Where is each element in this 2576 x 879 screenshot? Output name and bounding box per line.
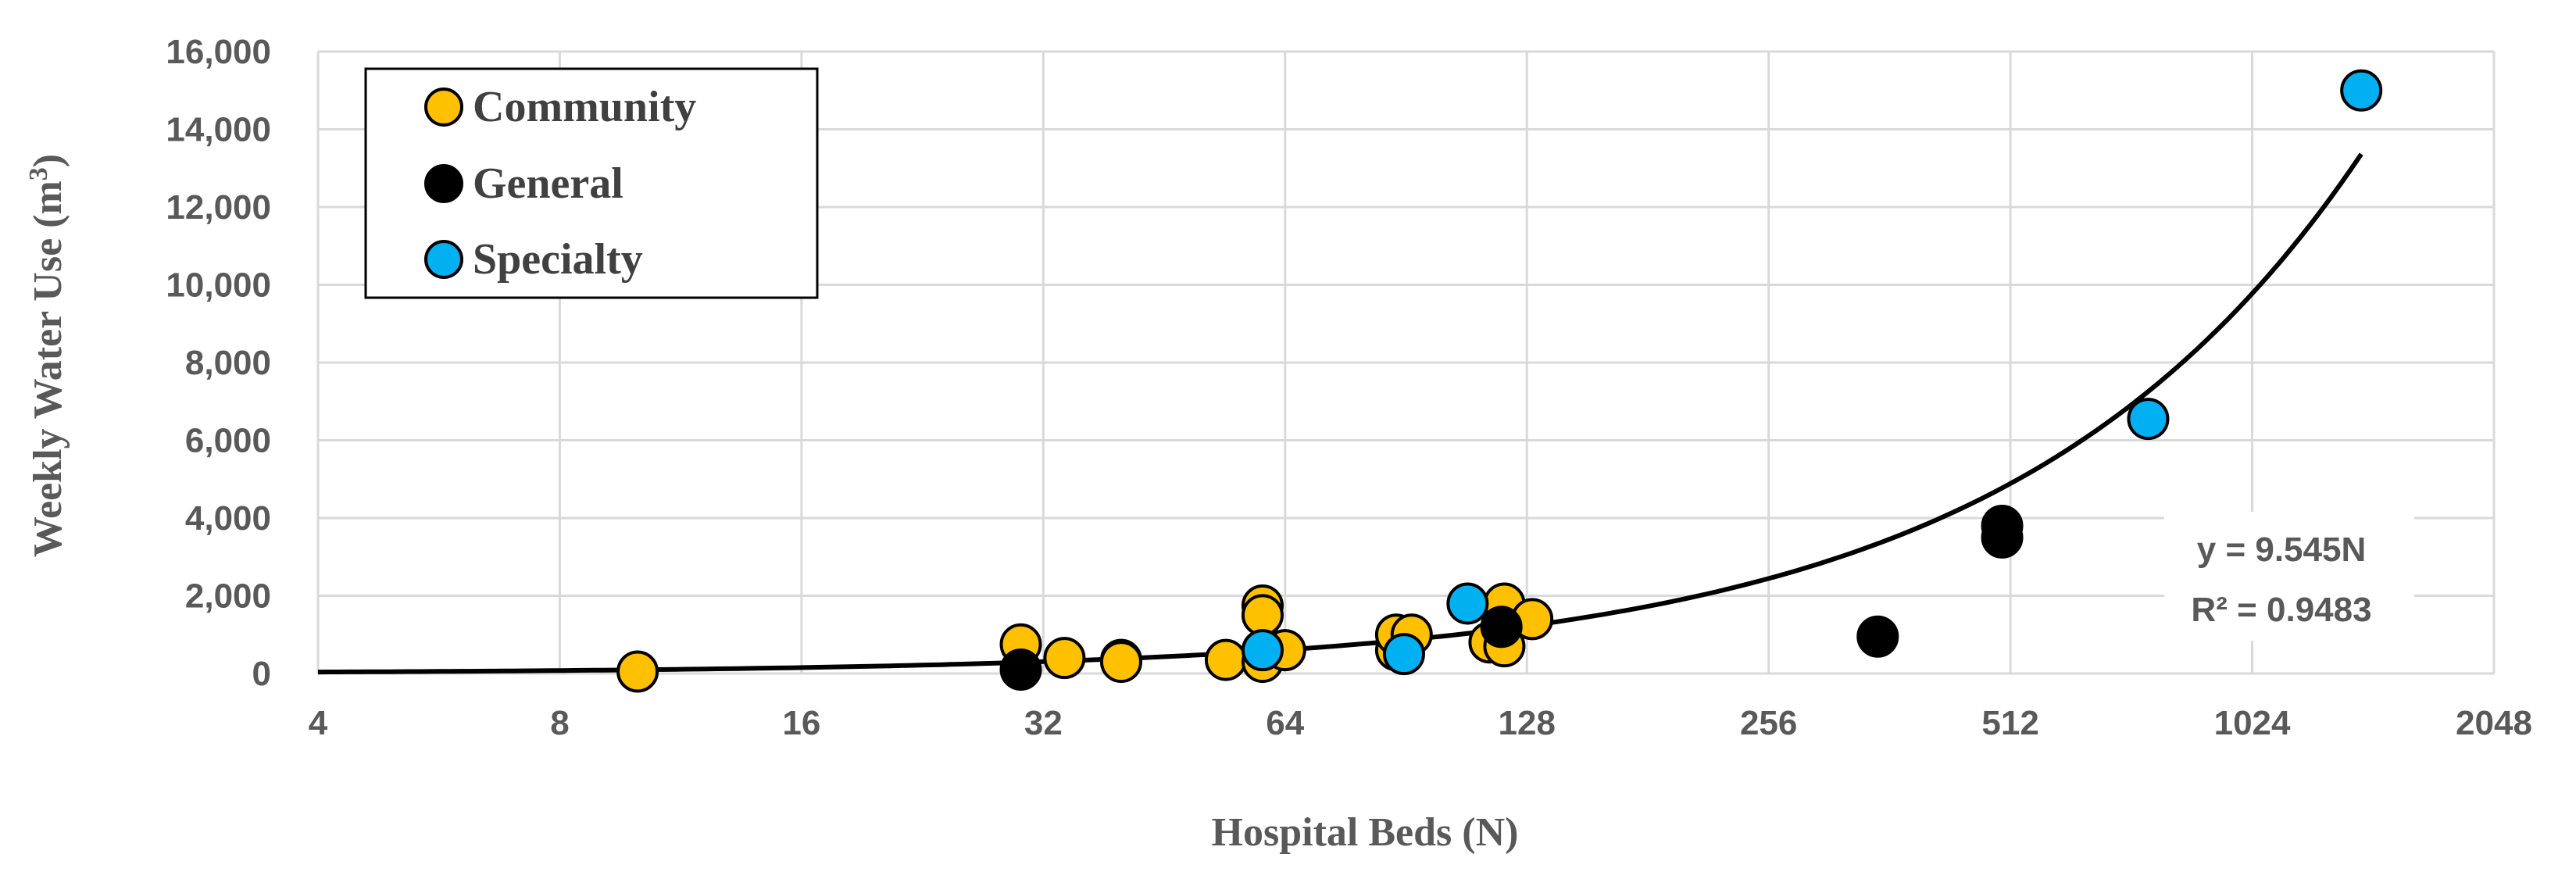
data-point-specialty [1446,582,1489,625]
x-tick-label: 16 [782,704,820,742]
y-tick-label: 2,000 [185,577,271,616]
data-point-general [1981,504,2024,547]
y-tick-label: 12,000 [166,188,271,227]
trendline-r-squared: R² = 0.9483 [2191,591,2371,629]
y-axis-title: Weekly Water Use (m3) [24,154,71,557]
data-point-community [616,650,659,693]
x-tick-label: 256 [1740,704,1797,742]
y-tick-label: 4,000 [185,499,271,538]
x-tick-label: 8 [550,704,569,742]
trendline-equation: y = 9.545N [2197,531,2367,569]
y-tick-label: 14,000 [166,111,271,149]
data-point-specialty [2127,398,2170,441]
trendline-annotation-background [2164,512,2414,641]
y-tick-label: 6,000 [185,422,271,460]
x-tick-label: 2048 [2456,704,2532,742]
data-point-general [1480,606,1523,649]
data-point-community [1043,637,1086,680]
data-point-specialty [1241,629,1284,672]
legend-label-specialty: Specialty [473,235,643,284]
x-tick-label: 64 [1266,704,1304,742]
data-point-community [1099,641,1142,684]
legend-marker-specialty [424,240,463,279]
data-point-general [1856,615,1899,658]
y-tick-label: 10,000 [166,266,271,305]
x-tick-label: 32 [1024,704,1063,742]
x-tick-label: 4 [309,704,328,742]
legend-marker-community [424,88,463,127]
data-point-community [1204,638,1247,681]
trendline-annotation: y = 9.545N R² = 0.9483 [2164,512,2414,641]
x-tick-label: 512 [1981,704,2038,742]
y-tick-label: 0 [252,655,271,693]
data-point-specialty [1382,633,1425,676]
x-tick-label: 128 [1499,704,1556,742]
legend: Community General Specialty [364,67,819,299]
y-axis-title-close: ) [26,154,70,167]
data-points [616,69,2383,693]
legend-marker-general [424,164,463,203]
x-axis-tick-labels: 4 8 16 32 64 128 256 512 1024 2048 [309,704,2532,742]
data-point-community [1241,594,1284,637]
legend-label-general: General [473,159,623,208]
data-point-specialty [2340,69,2383,112]
y-axis-title-superscript: 3 [24,167,53,180]
data-point-general [999,649,1042,691]
y-axis-tick-labels: 0 2,000 4,000 6,000 8,000 10,000 12,000 14,000 1… [166,33,271,693]
legend-label-community: Community [473,83,696,131]
y-tick-label: 16,000 [166,33,271,71]
x-axis-title: Hospital Beds (N) [1212,810,1519,855]
y-axis-title-main: Weekly Water Use (m [26,180,70,557]
x-tick-label: 1024 [2214,704,2291,742]
y-tick-label: 8,000 [185,344,271,382]
